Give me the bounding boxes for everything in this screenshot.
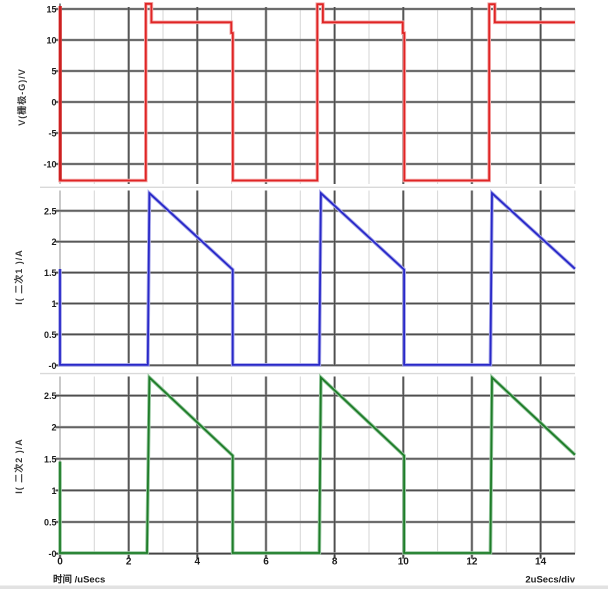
svg-text:5: 5 — [51, 67, 56, 77]
svg-text:2uSecs/div: 2uSecs/div — [525, 575, 575, 586]
svg-text:2: 2 — [51, 237, 56, 247]
svg-text:10: 10 — [46, 36, 56, 46]
svg-text:-5: -5 — [48, 129, 56, 139]
svg-text:-0: -0 — [48, 549, 56, 559]
svg-text:6: 6 — [263, 557, 269, 568]
svg-text:1: 1 — [51, 486, 56, 496]
svg-text:2.5: 2.5 — [44, 206, 57, 216]
svg-text:I( 二次1 )/A: I( 二次1 )/A — [13, 249, 24, 305]
svg-text:8: 8 — [332, 557, 338, 568]
svg-text:2: 2 — [51, 423, 56, 433]
svg-text:0: 0 — [57, 557, 63, 568]
svg-text:时间 /uSecs: 时间 /uSecs — [53, 574, 105, 586]
svg-text:I( 二次2 )/A: I( 二次2 )/A — [13, 438, 24, 494]
svg-text:2.5: 2.5 — [44, 391, 57, 401]
svg-text:0: 0 — [51, 98, 56, 108]
svg-text:0.5: 0.5 — [44, 330, 57, 340]
svg-text:14: 14 — [535, 557, 547, 568]
svg-text:10: 10 — [398, 557, 410, 568]
svg-text:12: 12 — [466, 557, 478, 568]
svg-text:15: 15 — [46, 5, 56, 15]
svg-text:1.5: 1.5 — [44, 268, 57, 278]
svg-text:1: 1 — [51, 299, 56, 309]
svg-text:V(栅极-G)/V: V(栅极-G)/V — [16, 68, 27, 126]
svg-text:-0: -0 — [48, 361, 56, 371]
svg-text:2: 2 — [126, 557, 132, 568]
svg-text:4: 4 — [195, 557, 201, 568]
svg-text:0.5: 0.5 — [44, 518, 57, 528]
svg-text:1.5: 1.5 — [44, 454, 57, 464]
svg-text:-10: -10 — [43, 160, 56, 170]
